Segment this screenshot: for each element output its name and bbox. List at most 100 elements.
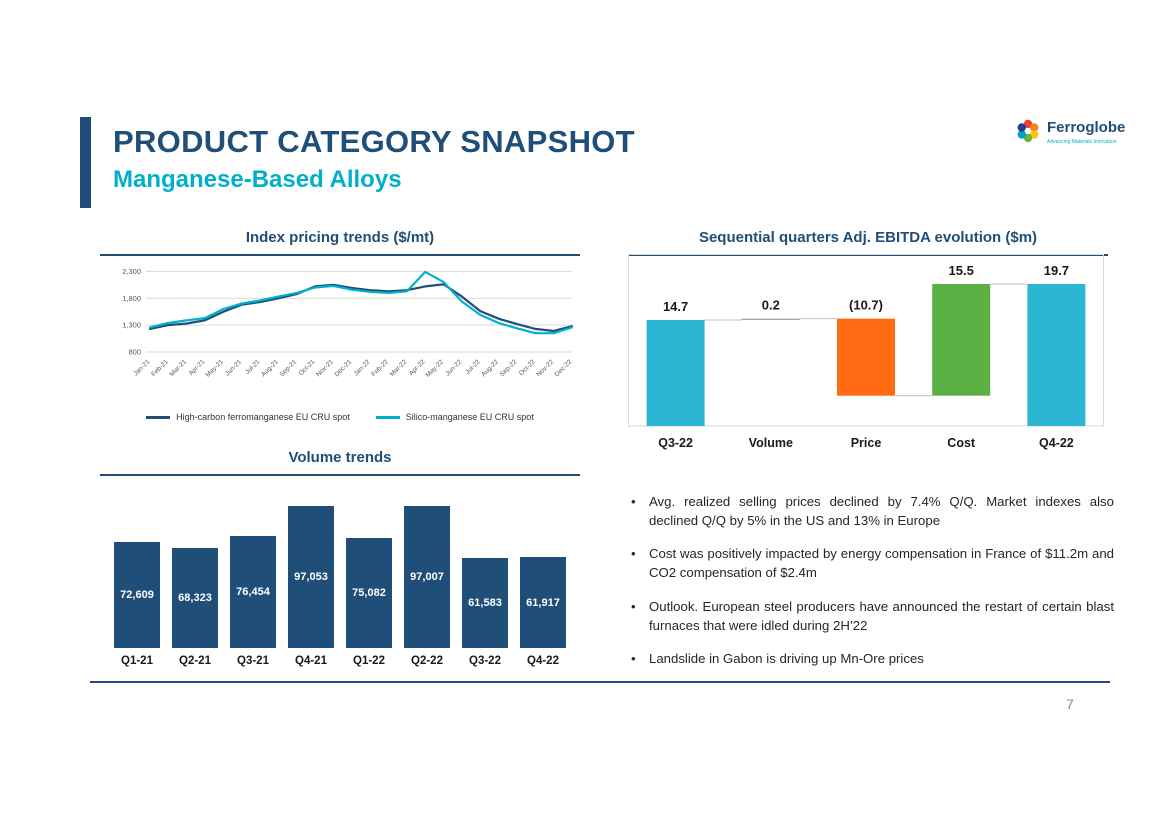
volume-bar-category: Q2-22	[411, 655, 443, 667]
x-tick-label: Dec-22	[554, 358, 574, 378]
y-tick-label: 1,800	[122, 294, 141, 303]
volume-trends-chart: 72,609 Q1-21 68,323 Q2-21 76,454 Q3-21 97,053 Q…	[100, 506, 580, 667]
waterfall-category-label: Q3-22	[658, 436, 693, 450]
waterfall-bar	[837, 318, 895, 396]
legend-item-hc-ferromanganese: High-carbon ferromanganese EU CRU spot	[146, 412, 350, 422]
legend-label: Silico-manganese EU CRU spot	[405, 412, 534, 422]
volume-bar-category: Q3-22	[469, 655, 501, 667]
x-tick-label: Jan-21	[132, 358, 151, 377]
bullet-item: Cost was positively impacted by energy c…	[628, 544, 1114, 582]
volume-bar-category: Q4-22	[527, 655, 559, 667]
waterfall-category-label: Cost	[947, 436, 976, 450]
x-tick-label: Aug-22	[480, 358, 500, 378]
bullet-item: Landslide in Gabon is driving up Mn-Ore …	[628, 649, 1114, 668]
volume-bar-value: 75,082	[352, 587, 386, 599]
waterfall-plot-border	[628, 254, 1104, 427]
volume-bar: 61,583	[462, 558, 508, 648]
bullet-list: Avg. realized selling prices declined by…	[628, 492, 1114, 668]
x-tick-label: Nov-22	[535, 358, 555, 378]
page-number: 7	[1066, 696, 1074, 712]
waterfall-category-label: Volume	[749, 436, 793, 450]
waterfall-bar	[646, 320, 705, 426]
volume-bar-column: 97,053 Q4-21	[288, 506, 334, 667]
slide-title: PRODUCT CATEGORY SNAPSHOT	[113, 124, 635, 159]
volume-bar: 97,053	[288, 506, 334, 648]
waterfall-bar	[741, 318, 800, 320]
volume-bar-value: 97,007	[410, 571, 444, 583]
volume-bar-category: Q4-21	[295, 655, 327, 667]
volume-chart-title: Volume trends	[100, 449, 580, 476]
x-tick-label: Jun-22	[444, 358, 463, 377]
x-tick-label: Oct-21	[298, 358, 317, 377]
pricing-legend: High-carbon ferromanganese EU CRU spot S…	[100, 412, 580, 422]
x-tick-label: May-22	[425, 358, 446, 379]
title-accent-bar	[80, 117, 91, 208]
volume-bar: 76,454	[230, 536, 276, 648]
ebitda-chart-title: Sequential quarters Adj. EBITDA evolutio…	[628, 229, 1108, 256]
x-tick-label: Sep-22	[499, 358, 519, 378]
waterfall-bar	[1027, 284, 1086, 426]
legend-item-silico-manganese: Silico-manganese EU CRU spot	[375, 412, 534, 422]
ebitda-chart-title-text: Sequential quarters Adj. EBITDA evolutio…	[698, 229, 1038, 246]
pricing-chart-title: Index pricing trends ($/mt)	[100, 229, 580, 256]
y-tick-label: 1,300	[122, 321, 141, 330]
x-tick-label: Jan-22	[353, 358, 372, 377]
volume-bar-column: 61,583 Q3-22	[462, 558, 508, 667]
volume-bar-category: Q1-22	[353, 655, 385, 667]
x-tick-label: Sep-21	[278, 358, 298, 378]
volume-bar: 61,917	[520, 557, 566, 648]
x-tick-label: Mar-21	[169, 358, 189, 378]
x-tick-label: Dec-21	[333, 358, 353, 378]
volume-bar-category: Q1-21	[121, 655, 153, 667]
volume-bar-column: 72,609 Q1-21	[114, 542, 160, 667]
x-tick-label: Feb-22	[370, 358, 390, 378]
volume-bar-category: Q3-21	[237, 655, 269, 667]
volume-bar-value: 76,454	[236, 586, 270, 598]
legend-label: High-carbon ferromanganese EU CRU spot	[176, 412, 350, 422]
volume-bar-column: 76,454 Q3-21	[230, 536, 276, 667]
waterfall-value-label: 15.5	[949, 263, 974, 278]
legend-line-swatch	[146, 415, 171, 419]
x-tick-label: May-21	[205, 358, 226, 379]
series-line	[148, 270, 574, 335]
waterfall-category-label: Price	[851, 436, 882, 450]
ferroglobe-icon	[1017, 119, 1039, 143]
waterfall-category-label: Q4-22	[1039, 436, 1074, 450]
ebitda-waterfall-svg: 14.7 Q3-22 0.2 Volume (10.7) Price 15.5 Cost 19.…	[628, 254, 1104, 450]
volume-bar-value: 68,323	[178, 592, 212, 604]
volume-bar: 97,007	[404, 506, 450, 648]
volume-bar-column: 75,082 Q1-22	[346, 538, 392, 667]
slide-subtitle: Manganese-Based Alloys	[113, 166, 402, 193]
x-tick-label: Aug-21	[260, 358, 280, 378]
y-tick-label: 800	[128, 348, 141, 357]
waterfall-value-label: 19.7	[1044, 263, 1069, 278]
bullet-item: Avg. realized selling prices declined by…	[628, 492, 1114, 530]
waterfall-bar	[932, 284, 991, 396]
logo-name: Ferroglobe	[1047, 119, 1126, 136]
volume-bar-value: 61,583	[468, 597, 502, 609]
volume-bar-column: 61,917 Q4-22	[520, 557, 566, 667]
volume-bar: 68,323	[172, 548, 218, 648]
ferroglobe-logo: Ferroglobe Advancing Materials Innovatio…	[1015, 118, 1125, 145]
y-tick-label: 2,300	[122, 267, 141, 276]
waterfall-value-label: 0.2	[762, 298, 780, 313]
x-tick-label: Mar-22	[389, 358, 409, 378]
volume-bar-value: 72,609	[120, 589, 154, 601]
footer-divider	[90, 681, 1110, 683]
x-tick-label: Oct-22	[518, 358, 537, 377]
pricing-chart-title-text: Index pricing trends ($/mt)	[245, 229, 435, 246]
index-pricing-chart: 800 1,300 1,800 2,300 Jan-21 Feb-21 Mar-21 Apr-…	[100, 256, 580, 408]
ebitda-waterfall-chart: 14.7 Q3-22 0.2 Volume (10.7) Price 15.5 Cost 19.…	[628, 254, 1106, 466]
volume-bar: 72,609	[114, 542, 160, 648]
waterfall-value-label: 14.7	[663, 299, 688, 314]
volume-chart-title-text: Volume trends	[288, 449, 392, 466]
legend-line-swatch	[375, 415, 400, 419]
waterfall-value-label: (10.7)	[849, 298, 883, 313]
volume-bar-column: 68,323 Q2-21	[172, 548, 218, 667]
volume-bar-value: 61,917	[526, 596, 560, 609]
x-tick-label: Jun-21	[224, 358, 243, 377]
series-line	[148, 283, 574, 333]
logo-tagline: Advancing Materials Innovation	[1047, 138, 1117, 145]
